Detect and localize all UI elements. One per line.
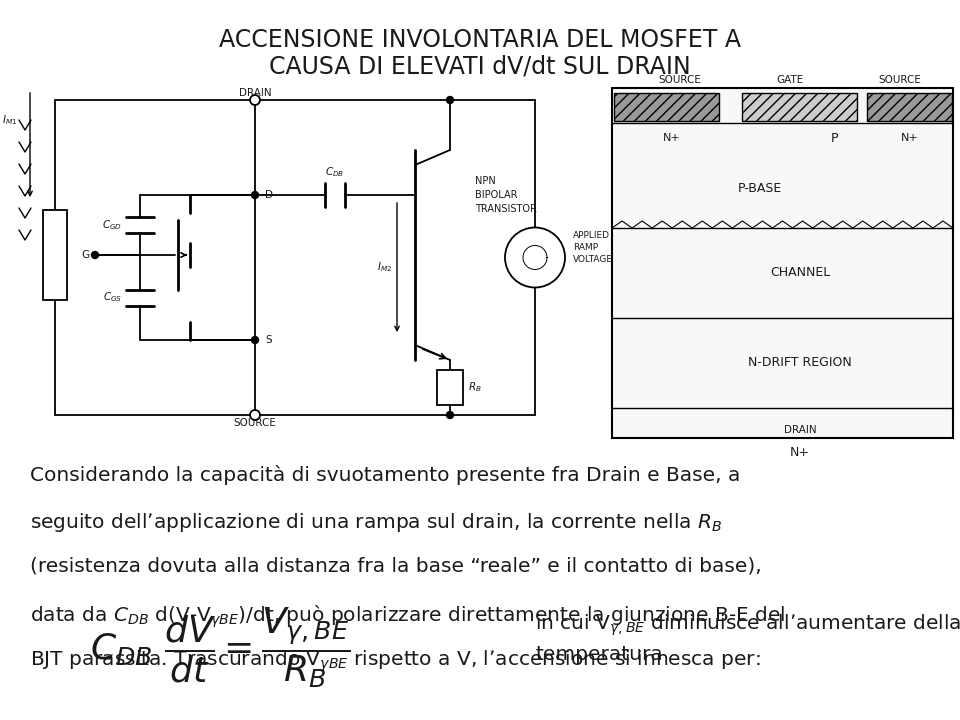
- Text: N+: N+: [790, 446, 810, 459]
- Text: SOURCE: SOURCE: [659, 75, 702, 85]
- Text: GATE: GATE: [777, 75, 804, 85]
- Text: $C_{GD}$: $C_{GD}$: [102, 218, 122, 232]
- Text: $C_{DB}\ \dfrac{dV}{dt} = \dfrac{V_{\gamma,BE}}{R_B}$: $C_{DB}\ \dfrac{dV}{dt} = \dfrac{V_{\gam…: [90, 606, 350, 690]
- Text: (resistenza dovuta alla distanza fra la base “reale” e il contatto di base),: (resistenza dovuta alla distanza fra la …: [30, 557, 761, 576]
- Text: SOURCE: SOURCE: [233, 418, 276, 428]
- Circle shape: [252, 336, 258, 343]
- Text: NPN
BIPOLAR
TRANSISTOR: NPN BIPOLAR TRANSISTOR: [475, 176, 537, 214]
- Circle shape: [91, 251, 99, 258]
- Text: in cui V$_{\gamma,BE}$ diminuisce all’aumentare della
temperatura: in cui V$_{\gamma,BE}$ diminuisce all’au…: [535, 612, 960, 664]
- Text: $C_{DB}$: $C_{DB}$: [325, 165, 345, 179]
- Circle shape: [250, 95, 260, 105]
- Bar: [867, 93, 952, 121]
- Text: P: P: [831, 132, 839, 145]
- Circle shape: [505, 228, 565, 287]
- Text: $R_G$: $R_G$: [48, 248, 61, 262]
- Text: D: D: [265, 190, 273, 200]
- Text: APPLIED
RAMP
VOLTAGE: APPLIED RAMP VOLTAGE: [573, 231, 613, 264]
- Text: data da $C_{DB}$ d(V-V$_{\gamma BE}$)/dt, può polarizzare direttamente la giunzi: data da $C_{DB}$ d(V-V$_{\gamma BE}$)/dt…: [30, 603, 785, 629]
- Text: DRAIN: DRAIN: [783, 425, 816, 435]
- Text: CHANNEL: CHANNEL: [770, 266, 830, 279]
- Circle shape: [250, 410, 260, 420]
- Text: ACCENSIONE INVOLONTARIA DEL MOSFET A: ACCENSIONE INVOLONTARIA DEL MOSFET A: [219, 28, 741, 52]
- Text: N+: N+: [663, 133, 681, 143]
- Text: $I_{M2}$: $I_{M2}$: [377, 260, 392, 274]
- Circle shape: [446, 96, 453, 104]
- Text: $R_B$: $R_B$: [468, 381, 482, 395]
- Text: CAUSA DI ELEVATI dV/dt SUL DRAIN: CAUSA DI ELEVATI dV/dt SUL DRAIN: [269, 55, 691, 79]
- Bar: [612, 88, 953, 438]
- Text: P-BASE: P-BASE: [738, 181, 782, 194]
- Text: SOURCE: SOURCE: [878, 75, 922, 85]
- Text: N+: N+: [901, 133, 919, 143]
- Circle shape: [446, 412, 453, 418]
- Text: $C_{GS}$: $C_{GS}$: [103, 291, 122, 305]
- Text: Considerando la capacità di svuotamento presente fra Drain e Base, a: Considerando la capacità di svuotamento …: [30, 465, 740, 485]
- Circle shape: [252, 192, 258, 199]
- Text: N-DRIFT REGION: N-DRIFT REGION: [748, 356, 852, 369]
- Text: DRAIN: DRAIN: [239, 88, 272, 98]
- Bar: [614, 93, 719, 121]
- Text: S: S: [265, 335, 272, 345]
- Bar: [437, 370, 463, 405]
- Text: BJT parassita. Trascurando V$_{\gamma BE}$ rispetto a V, l’accensione si innesca: BJT parassita. Trascurando V$_{\gamma BE…: [30, 649, 760, 675]
- Text: $I_{M1}$: $I_{M1}$: [2, 113, 17, 127]
- Bar: [742, 93, 857, 121]
- Text: seguito dell’applicazione di una rampa sul drain, la corrente nella $R_B$: seguito dell’applicazione di una rampa s…: [30, 511, 722, 534]
- Text: G: G: [81, 250, 89, 260]
- Bar: [43, 210, 67, 300]
